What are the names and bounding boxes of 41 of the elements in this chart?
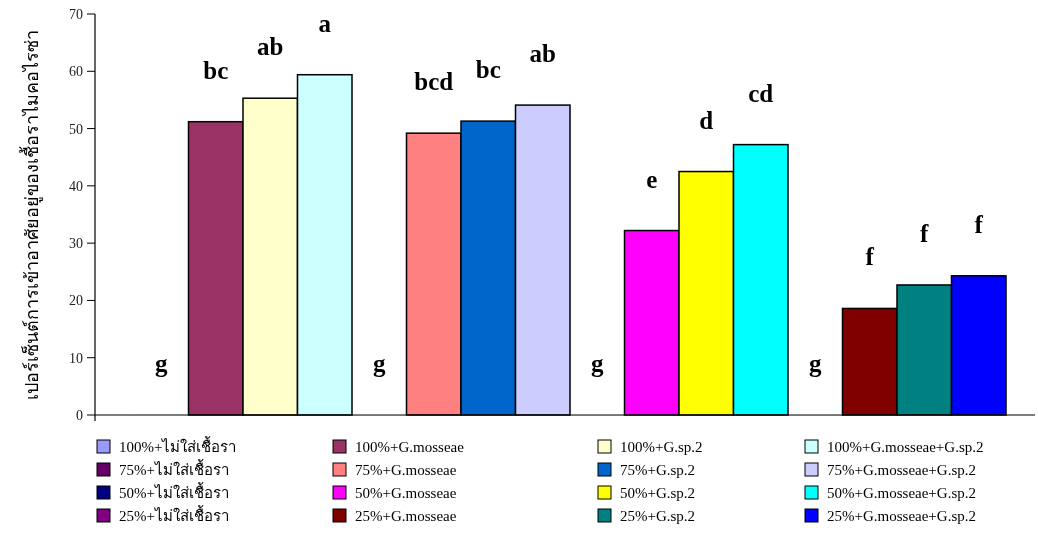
- legend-label: 25%+G.mosseae: [355, 508, 457, 524]
- data-label: g: [373, 350, 386, 377]
- legend-label: 75%+G.sp.2: [620, 462, 696, 478]
- y-axis-title: เปอร์เซ็นต์การเข้าอาศัยอยู่ของเชื้อราไมคอไรซ่า: [19, 29, 43, 400]
- legend-label: 75%+G.mosseae: [355, 462, 457, 478]
- legend-label: 50%+G.sp.2: [620, 485, 696, 501]
- y-tick-label: 0: [76, 408, 83, 423]
- data-label: f: [920, 219, 930, 247]
- y-tick-label: 50: [69, 121, 83, 137]
- y-tick-label: 40: [69, 178, 83, 194]
- data-label: d: [699, 106, 714, 134]
- legend-label: 50%+G.mosseae+G.sp.2: [827, 485, 976, 501]
- legend-label: 100%+G.sp.2: [620, 439, 703, 455]
- legend-label: 100%+G.mosseae: [355, 439, 465, 455]
- data-label: e: [646, 165, 658, 193]
- data-label: bcd: [414, 68, 454, 96]
- legend-label: 75%+ไม่ใส่เชื้อรา: [119, 459, 229, 478]
- data-label: g: [155, 350, 168, 377]
- legend-label: 25%+G.mosseae+G.sp.2: [827, 508, 976, 524]
- legend-label: 25%+ไม่ใส่เชื้อรา: [119, 505, 229, 524]
- legend-label: 50%+ไม่ใส่เชื้อรา: [119, 482, 229, 501]
- data-label: ab: [529, 40, 556, 68]
- data-label: bc: [475, 56, 501, 84]
- y-tick-label: 10: [69, 350, 83, 366]
- y-tick-label: 70: [69, 7, 83, 22]
- legend-label: 25%+G.sp.2: [620, 508, 696, 524]
- legend-label: 75%+G.mosseae+G.sp.2: [827, 462, 976, 478]
- data-label: f: [974, 210, 984, 238]
- legend-label: 100%+ไม่ใส่เชื้อรา: [119, 436, 237, 455]
- data-label: cd: [748, 79, 774, 107]
- y-tick-label: 20: [69, 293, 83, 309]
- data-label: ab: [257, 33, 284, 61]
- data-label: a: [318, 9, 332, 37]
- data-label: f: [865, 243, 875, 271]
- legend-label: 50%+G.mosseae: [355, 485, 457, 501]
- y-tick-label: 30: [69, 236, 83, 252]
- legend-label: 100%+G.mosseae+G.sp.2: [827, 439, 984, 455]
- y-tick-label: 60: [69, 64, 83, 80]
- data-label: g: [591, 350, 604, 377]
- data-label: bc: [203, 56, 229, 84]
- data-label: g: [809, 350, 822, 377]
